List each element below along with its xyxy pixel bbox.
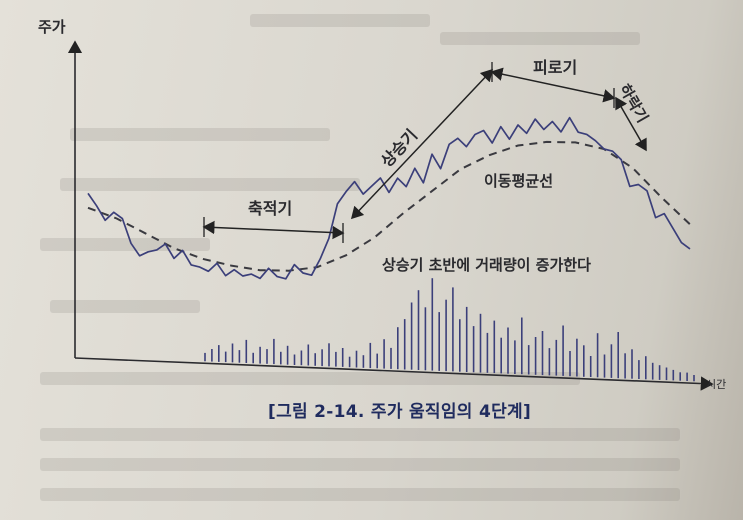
markup-arrow [350, 68, 494, 220]
markup-label: 상승기 [377, 125, 421, 170]
x-axis [74, 357, 714, 391]
y-axis-label: 주가 [38, 18, 66, 36]
markdown-label: 하락기 [616, 81, 652, 126]
volume-note: 상승기 초반에 거래량이 증가한다 [382, 256, 591, 274]
distribution-label: 피로기 [533, 58, 577, 77]
volume-bars [204, 278, 695, 382]
accumulation-label: 축적기 [248, 199, 292, 218]
moving-average-label: 이동평균선 [484, 172, 553, 190]
markdown-arrow [615, 96, 647, 152]
figure-caption: [그림 2-14. 주가 움직임의 4단계] [268, 402, 532, 422]
moving-average-line [87, 140, 691, 272]
accumulation-arrow [202, 220, 345, 240]
x-axis-label: 시간 [706, 378, 726, 391]
distribution-arrow [490, 67, 616, 103]
price-line [87, 116, 691, 280]
